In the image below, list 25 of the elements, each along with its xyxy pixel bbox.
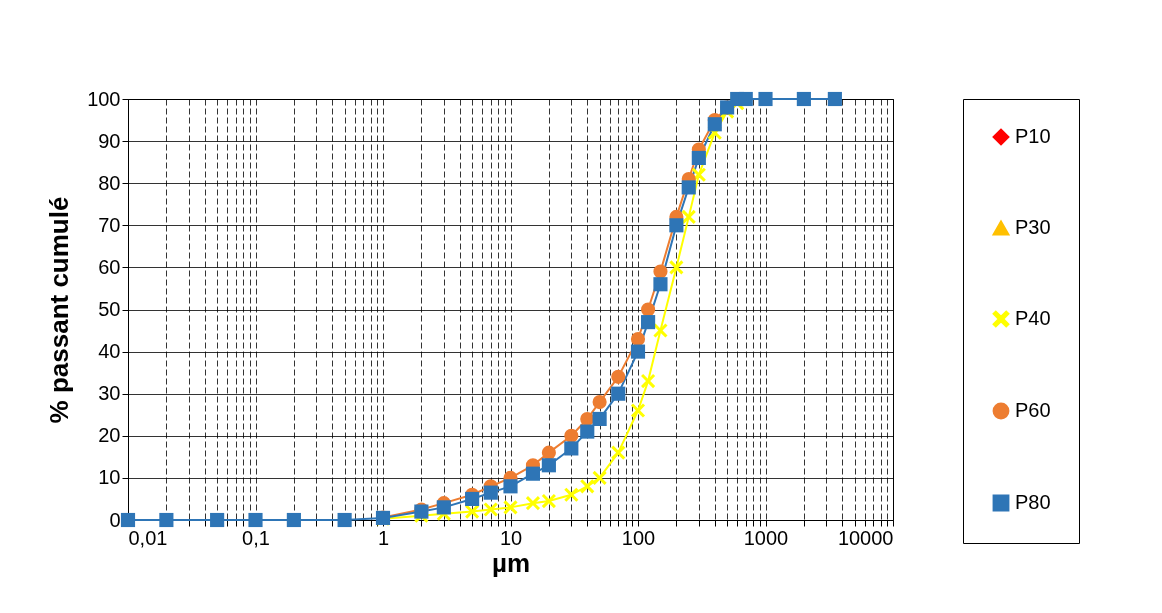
x-tick-label: 10 xyxy=(499,526,523,549)
x-tick-label: 10000 xyxy=(837,526,894,549)
x-tick-label: 1 xyxy=(377,526,390,549)
x-tick-label: 1000 xyxy=(743,526,789,549)
y-tick-label: 0 xyxy=(109,508,121,531)
x-axis-title: µm xyxy=(491,547,531,578)
y-tick-label: 40 xyxy=(98,340,121,363)
y-tick-label: 60 xyxy=(98,255,121,278)
y-axis-title: % passant cumulé xyxy=(44,196,75,424)
legend-label: P80 xyxy=(1015,491,1051,513)
y-tick-label: 10 xyxy=(98,466,121,489)
x-tick-label: 0,1 xyxy=(242,526,270,549)
legend-label: P30 xyxy=(1015,216,1051,238)
y-tick-label: 20 xyxy=(98,424,121,447)
y-tick-label: 50 xyxy=(98,298,121,320)
x-tick-label: 0,01 xyxy=(128,526,168,549)
legend-label: P60 xyxy=(1015,399,1051,421)
y-tick-label: 100 xyxy=(87,87,121,110)
legend-label: P40 xyxy=(1015,307,1051,329)
legend-label: P10 xyxy=(1015,125,1051,147)
y-tick-label: 30 xyxy=(98,382,121,405)
y-tick-label: 70 xyxy=(98,213,121,236)
y-tick-label: 90 xyxy=(98,129,121,152)
y-tick-label: 80 xyxy=(98,171,121,194)
x-tick-label: 100 xyxy=(621,526,656,549)
